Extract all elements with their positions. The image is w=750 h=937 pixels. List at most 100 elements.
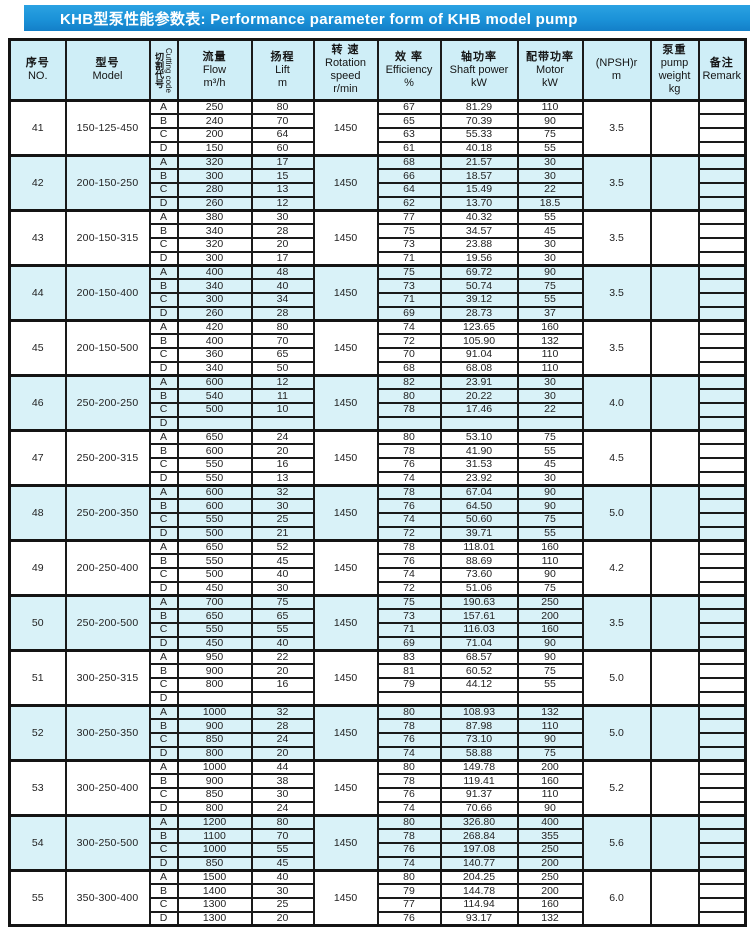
- cell-shaft-power: 39.71: [439, 525, 519, 542]
- table-row: 50 250-200-500 A 700 75 1450 75 190.63 250 3.5: [8, 594, 747, 652]
- cell-flow: 950: [176, 649, 253, 666]
- cell-remark: [697, 415, 747, 432]
- cell-shaft-power: 91.04: [439, 347, 519, 363]
- cell-lift: 25: [250, 897, 315, 913]
- col-header-shaft-power: 轴功率 Shaft power kW: [439, 38, 519, 102]
- cell-efficiency: 65: [376, 113, 442, 129]
- cell-lift: 40: [250, 869, 315, 886]
- cell-shaft-power: 123.65: [439, 319, 519, 336]
- cell-flow: 150: [176, 140, 253, 157]
- cell-efficiency: [376, 415, 442, 432]
- table-row: B 650 65 73 157.61 200: [10, 608, 747, 624]
- cell-shaft-power: 119.41: [439, 773, 519, 789]
- cell-remark: [697, 814, 747, 831]
- table-row: D 850 45 74 140.77 200: [10, 855, 747, 872]
- cell-cutting-code: B: [148, 608, 179, 624]
- cell-lift: [250, 415, 315, 432]
- cell-efficiency: 73: [376, 237, 442, 253]
- table-row: D 450 40 69 71.04 90: [10, 635, 747, 652]
- cell-remark: [697, 470, 747, 487]
- cell-lift: 30: [250, 498, 315, 514]
- cell-cutting-code: A: [148, 594, 179, 611]
- cell-efficiency: 74: [376, 567, 442, 583]
- cell-flow: 340: [176, 360, 253, 377]
- cell-remark: [697, 374, 747, 391]
- cell-shaft-power: 204.25: [439, 869, 519, 886]
- cell-remark: [697, 140, 747, 157]
- cell-shaft-power: 114.94: [439, 897, 519, 913]
- cell-efficiency: 67: [376, 99, 442, 116]
- cell-shaft-power: 87.98: [439, 718, 519, 734]
- cell-cutting-code: C: [148, 567, 179, 583]
- cell-remark: [697, 842, 747, 858]
- cell-shaft-power: 53.10: [439, 429, 519, 446]
- table-row: C 360 65 70 91.04 110: [10, 347, 747, 363]
- col-flow-en: Flow: [202, 63, 227, 76]
- cell-efficiency: 76: [376, 787, 442, 803]
- cell-no: 53: [8, 759, 67, 817]
- cell-cutting-code: D: [148, 635, 179, 652]
- cell-motor-power: 90: [516, 649, 584, 666]
- cell-lift: 24: [250, 800, 315, 817]
- cell-remark: [697, 635, 747, 652]
- table-row: B 540 11 80 20.22 30: [10, 388, 747, 404]
- cell-cutting-code: C: [148, 292, 179, 308]
- cell-npsh: 6.0: [581, 869, 652, 927]
- cell-flow: 1200: [176, 814, 253, 831]
- cell-npsh: 5.6: [581, 814, 652, 872]
- cell-shaft-power: 71.04: [439, 635, 519, 652]
- cell-cutting-code: B: [148, 388, 179, 404]
- table-row: C 500 10 78 17.46 22: [10, 402, 747, 418]
- cell-motor-power: 355: [516, 828, 584, 844]
- cell-efficiency: 78: [376, 443, 442, 459]
- cell-speed: 1450: [312, 649, 379, 707]
- cell-shaft-power: 144.78: [439, 883, 519, 899]
- cell-shaft-power: 13.70: [439, 195, 519, 212]
- table-row: C 850 24 76 73.10 90: [10, 732, 747, 748]
- cell-remark: [697, 704, 747, 721]
- cell-motor-power: 160: [516, 319, 584, 336]
- cell-flow: 1400: [176, 883, 253, 899]
- cell-shaft-power: 20.22: [439, 388, 519, 404]
- cell-flow: 420: [176, 319, 253, 336]
- cell-lift: 20: [250, 443, 315, 459]
- col-shaft-unit: kW: [471, 76, 487, 89]
- table-row: D 550 13 74 23.92 30: [10, 470, 747, 487]
- cell-shaft-power: 140.77: [439, 855, 519, 872]
- col-speed-unit: r/min: [333, 83, 358, 95]
- table-row: 51 300-250-315 A 950 22 1450 83 68.57 90 5.0: [8, 649, 747, 707]
- cell-no: 42: [8, 154, 67, 212]
- cell-model: 300-250-350: [64, 704, 151, 762]
- table-body: 41 150-125-450 A 250 80 1450 67 81.29 110 3.5 B 240…: [8, 99, 747, 927]
- col-cutting-en: Cutting code: [164, 47, 173, 93]
- cell-no: 41: [8, 99, 67, 157]
- cell-model: 150-125-450: [64, 99, 151, 157]
- cell-flow: 850: [176, 855, 253, 872]
- cell-motor-power: 90: [516, 800, 584, 817]
- cell-cutting-code: C: [148, 622, 179, 638]
- cell-remark: [697, 99, 747, 116]
- table-row: C 500 40 74 73.60 90: [10, 567, 747, 583]
- cell-motor-power: 200: [516, 608, 584, 624]
- cell-cutting-code: C: [148, 842, 179, 858]
- cell-no: 54: [8, 814, 67, 872]
- cell-npsh: 5.0: [581, 649, 652, 707]
- table-row: 52 300-250-350 A 1000 32 1450 80 108.93 132 5.0: [8, 704, 747, 762]
- cell-no: 45: [8, 319, 67, 377]
- cell-flow: 380: [176, 209, 253, 226]
- cell-lift: 10: [250, 402, 315, 418]
- cell-motor-power: 90: [516, 484, 584, 501]
- table-row: B 550 45 76 88.69 110: [10, 553, 747, 569]
- cell-shaft-power: 44.12: [439, 677, 519, 693]
- cell-flow: 1000: [176, 704, 253, 721]
- cell-motor-power: 75: [516, 663, 584, 679]
- cell-shaft-power: 23.92: [439, 470, 519, 487]
- cell-motor-power: 132: [516, 704, 584, 721]
- performance-table: 序号 NO. 型号 Model 切割代号 Cutting code 流量 Flo…: [8, 38, 747, 927]
- cell-motor-power: 110: [516, 553, 584, 569]
- cell-motor-power: 200: [516, 759, 584, 776]
- table-row: 49 200-250-400 A 650 52 1450 78 118.01 160 4.2: [8, 539, 747, 597]
- cell-pump-weight: [649, 154, 700, 212]
- cell-pump-weight: [649, 704, 700, 762]
- cell-flow: 280: [176, 182, 253, 198]
